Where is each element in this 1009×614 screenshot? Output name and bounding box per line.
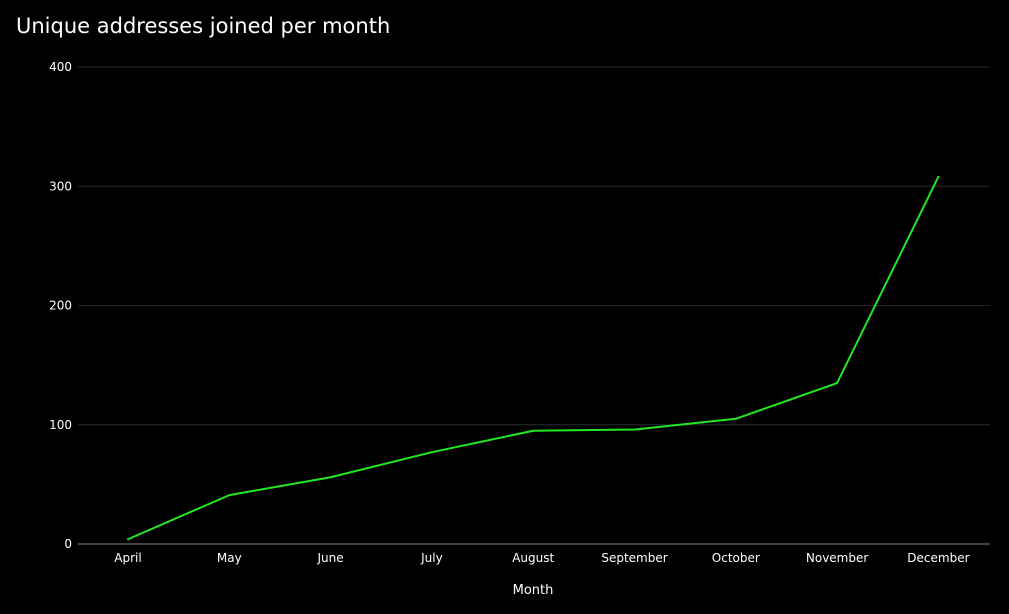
data-point-october bbox=[734, 417, 737, 420]
x-tick-label-december: December bbox=[907, 551, 969, 565]
y-tick-labels: 0 100 200 300 400 bbox=[49, 60, 72, 551]
x-tick-label-may: May bbox=[217, 551, 242, 565]
gridlines bbox=[78, 66, 990, 426]
data-point-november bbox=[836, 382, 839, 385]
series-line-0 bbox=[127, 176, 940, 541]
data-point-april bbox=[127, 538, 129, 541]
y-tick-label-300: 300 bbox=[49, 179, 72, 193]
x-tick-label-september: September bbox=[601, 551, 667, 565]
x-tick-label-november: November bbox=[806, 551, 868, 565]
x-tick-label-july: July bbox=[420, 551, 443, 565]
data-point-may bbox=[228, 494, 231, 497]
y-tick-label-200: 200 bbox=[49, 299, 72, 313]
data-point-august bbox=[532, 429, 535, 432]
x-tick-label-june: June bbox=[317, 551, 344, 565]
y-tick-label-0: 0 bbox=[64, 537, 72, 551]
x-tick-label-august: August bbox=[512, 551, 554, 565]
data-point-december bbox=[937, 175, 940, 178]
data-point-july bbox=[430, 451, 433, 454]
y-tick-label-400: 400 bbox=[49, 60, 72, 74]
data-point-june bbox=[329, 476, 332, 479]
x-tick-labels: April May June July August September October No… bbox=[114, 551, 969, 565]
x-axis-title: Month bbox=[513, 583, 554, 598]
series-layer bbox=[127, 175, 940, 541]
x-tick-label-october: October bbox=[712, 551, 760, 565]
y-tick-label-100: 100 bbox=[49, 418, 72, 432]
x-tick-label-april: April bbox=[114, 551, 141, 565]
chart-title: Unique addresses joined per month bbox=[16, 14, 391, 38]
data-point-september bbox=[633, 428, 636, 431]
